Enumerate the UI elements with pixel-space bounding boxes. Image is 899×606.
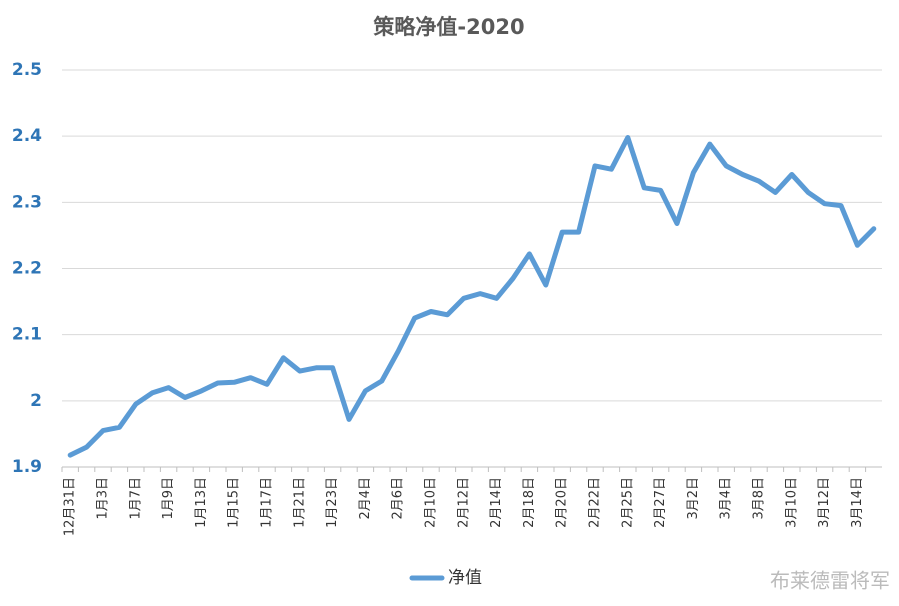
- y-tick-label: 2.5: [12, 60, 42, 80]
- x-tick-label: 1月15日: [227, 477, 242, 528]
- legend-label: 净值: [448, 568, 482, 588]
- x-tick-label: 2月20日: [555, 477, 570, 528]
- x-tick-label: 3月2日: [686, 477, 701, 520]
- x-tick-label: 2月25日: [620, 477, 635, 528]
- x-tick-label: 1月23日: [325, 477, 340, 528]
- x-tick-label: 3月10日: [784, 477, 799, 528]
- x-tick-label: 3月4日: [719, 477, 734, 520]
- x-tick-label: 1月7日: [128, 477, 143, 520]
- x-tick-label: 2月4日: [358, 477, 373, 520]
- x-tick-label: 1月13日: [194, 477, 209, 528]
- x-tick-label: 2月27日: [653, 477, 668, 528]
- x-tick-label: 2月18日: [522, 477, 537, 528]
- x-tick-label: 2月12日: [456, 477, 471, 528]
- y-tick-label: 2.1: [12, 325, 42, 345]
- y-tick-label: 2.2: [12, 259, 42, 279]
- x-tick-label: 1月3日: [96, 477, 111, 520]
- line: [67, 135, 877, 458]
- y-tick-label: 2: [30, 391, 42, 411]
- y-tick-label: 1.9: [12, 457, 42, 477]
- watermark: 布莱德雷将军: [770, 569, 890, 593]
- x-tick-label: 3月14日: [850, 477, 865, 528]
- x-tick-label: 3月8日: [752, 477, 767, 520]
- x-tick-label: 12月31日: [63, 477, 78, 536]
- y-tick-label: 2.3: [12, 192, 42, 212]
- y-tick-label: 2.4: [12, 126, 42, 146]
- x-tick-label: 2月10日: [424, 477, 439, 528]
- x-tick-label: 1月9日: [161, 477, 176, 520]
- x-tick-label: 1月17日: [260, 477, 275, 528]
- x-tick-label: 3月12日: [817, 477, 832, 528]
- chart-title: 策略净值-2020: [373, 15, 524, 39]
- x-tick-label: 2月22日: [588, 477, 603, 528]
- x-tick-label: 2月14日: [489, 477, 504, 528]
- x-tick-label: 1月21日: [292, 477, 307, 528]
- x-tick-label: 2月6日: [391, 477, 406, 520]
